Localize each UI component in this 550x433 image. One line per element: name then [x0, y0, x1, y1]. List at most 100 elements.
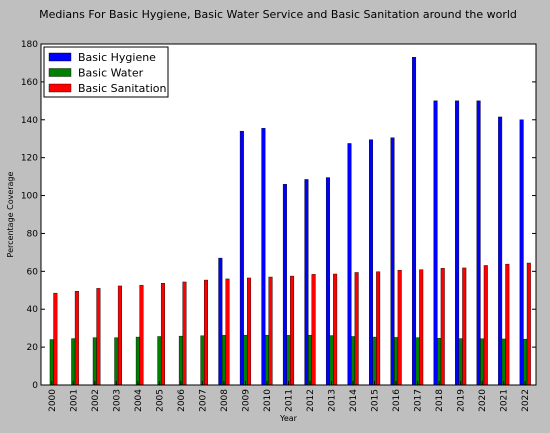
bar-basic-sanitation [204, 279, 208, 386]
y-tick-label: 180 [21, 40, 38, 50]
bar-basic-water [114, 337, 119, 386]
bar-basic-water [157, 336, 162, 386]
chart-title: Medians For Basic Hygiene, Basic Water S… [39, 8, 517, 21]
y-tick-label: 60 [27, 267, 39, 277]
bar-basic-hygiene [519, 119, 524, 386]
bar-basic-water [49, 339, 54, 386]
x-tick-label: 2003 [112, 389, 122, 412]
bar-basic-sanitation [290, 275, 295, 386]
bar-basic-sanitation [96, 288, 101, 386]
bar-basic-sanitation [117, 285, 122, 386]
bar-basic-sanitation [419, 269, 424, 386]
bar-basic-sanitation [505, 263, 510, 386]
y-tick-label: 160 [21, 78, 38, 88]
bar-basic-hygiene [476, 100, 481, 386]
bar-basic-water [394, 337, 399, 386]
x-tick-label: 2002 [91, 389, 101, 412]
bar-basic-water [286, 335, 291, 386]
bar-basic-water [264, 334, 269, 386]
bar-basic-water [437, 338, 442, 386]
bar-basic-water [523, 338, 528, 386]
bar-basic-water [415, 337, 420, 386]
legend-swatch [48, 68, 72, 77]
y-tick-label: 140 [21, 116, 38, 126]
x-tick-label: 2009 [241, 389, 251, 412]
y-tick-label: 100 [21, 192, 38, 202]
bar-basic-sanitation [139, 284, 144, 386]
x-tick-label: 2016 [392, 389, 402, 412]
y-axis-title: Percentage Coverage [6, 171, 15, 257]
x-tick-label: 2019 [457, 389, 467, 412]
x-tick-label: 2022 [521, 389, 531, 412]
x-axis: 2000 2001 2002 2003 2004 2005 2006 2007 2008 2009… [48, 381, 531, 412]
bar-basic-hygiene [325, 177, 330, 386]
x-tick-label: 2000 [48, 389, 58, 412]
x-axis-title: Year [279, 414, 298, 423]
bar-basic-water [178, 335, 183, 386]
x-tick-label: 2001 [69, 389, 79, 412]
bar-basic-water [221, 335, 226, 386]
bar-basic-water [200, 335, 205, 386]
bar-basic-sanitation [74, 291, 79, 386]
x-tick-label: 2015 [371, 389, 381, 412]
bar-basic-sanitation [354, 272, 359, 386]
bar-basic-sanitation [333, 273, 338, 386]
x-tick-label: 2014 [349, 389, 359, 412]
bar-basic-sanitation [268, 276, 273, 386]
bar-basic-water [372, 336, 377, 386]
bar-basic-hygiene [282, 183, 287, 386]
x-tick-label: 2020 [478, 389, 488, 412]
bar-basic-water [329, 335, 334, 386]
bar-basic-water [135, 336, 140, 386]
bar-basic-sanitation [483, 265, 488, 386]
x-tick-label: 2005 [155, 389, 165, 412]
y-tick-label: 40 [27, 305, 39, 315]
bar-basic-sanitation [397, 269, 402, 386]
bar-basic-hygiene [412, 57, 417, 386]
y-tick-label: 120 [21, 154, 38, 164]
bar-basic-water [458, 338, 463, 386]
bar-basic-hygiene [239, 130, 244, 386]
x-tick-label: 2011 [285, 389, 295, 412]
x-tick-label: 2013 [328, 389, 338, 412]
x-tick-label: 2007 [198, 389, 208, 412]
bar-basic-water [501, 338, 506, 386]
bar-basic-sanitation [440, 268, 445, 386]
legend-swatch [48, 52, 72, 62]
x-tick-label: 2018 [435, 389, 445, 412]
x-tick-label: 2021 [500, 389, 510, 412]
legend-label: Basic Water [78, 67, 144, 80]
bar-basic-sanitation [225, 278, 230, 386]
y-axis: 0 20 40 60 80 100 120 140 160 180 [21, 40, 536, 391]
bar-basic-water [71, 338, 76, 386]
x-tick-label: 2010 [263, 389, 273, 412]
x-tick-label: 2004 [134, 389, 144, 412]
bar-basic-hygiene [433, 100, 438, 386]
x-tick-label: 2012 [306, 389, 316, 412]
legend-swatch [48, 83, 72, 93]
y-tick-label: 20 [27, 343, 39, 353]
x-tick-label: 2017 [414, 389, 424, 412]
x-tick-label: 2008 [220, 389, 230, 412]
bar-basic-sanitation [526, 262, 531, 386]
bar-basic-hygiene [390, 137, 395, 386]
y-tick-label: 0 [32, 381, 38, 391]
bar-basic-hygiene [261, 128, 266, 386]
legend: Basic Hygiene Basic Water Basic Sanitation [43, 46, 169, 98]
bar-basic-water [351, 336, 356, 386]
bar-basic-sanitation [376, 271, 381, 386]
bar-basic-hygiene [347, 143, 352, 386]
bar-basic-water [308, 334, 313, 386]
bar-basic-hygiene [218, 257, 223, 386]
bar-basic-sanitation [53, 292, 58, 386]
legend-label: Basic Sanitation [78, 82, 167, 95]
bar-basic-hygiene [369, 139, 373, 386]
bar-basic-hygiene [498, 116, 503, 386]
legend-label: Basic Hygiene [78, 51, 156, 64]
bar-basic-sanitation [311, 274, 316, 386]
bar-basic-water [480, 338, 485, 386]
bar-basic-sanitation [462, 267, 467, 386]
y-tick-label: 80 [27, 229, 39, 239]
bar-basic-water [92, 337, 97, 386]
